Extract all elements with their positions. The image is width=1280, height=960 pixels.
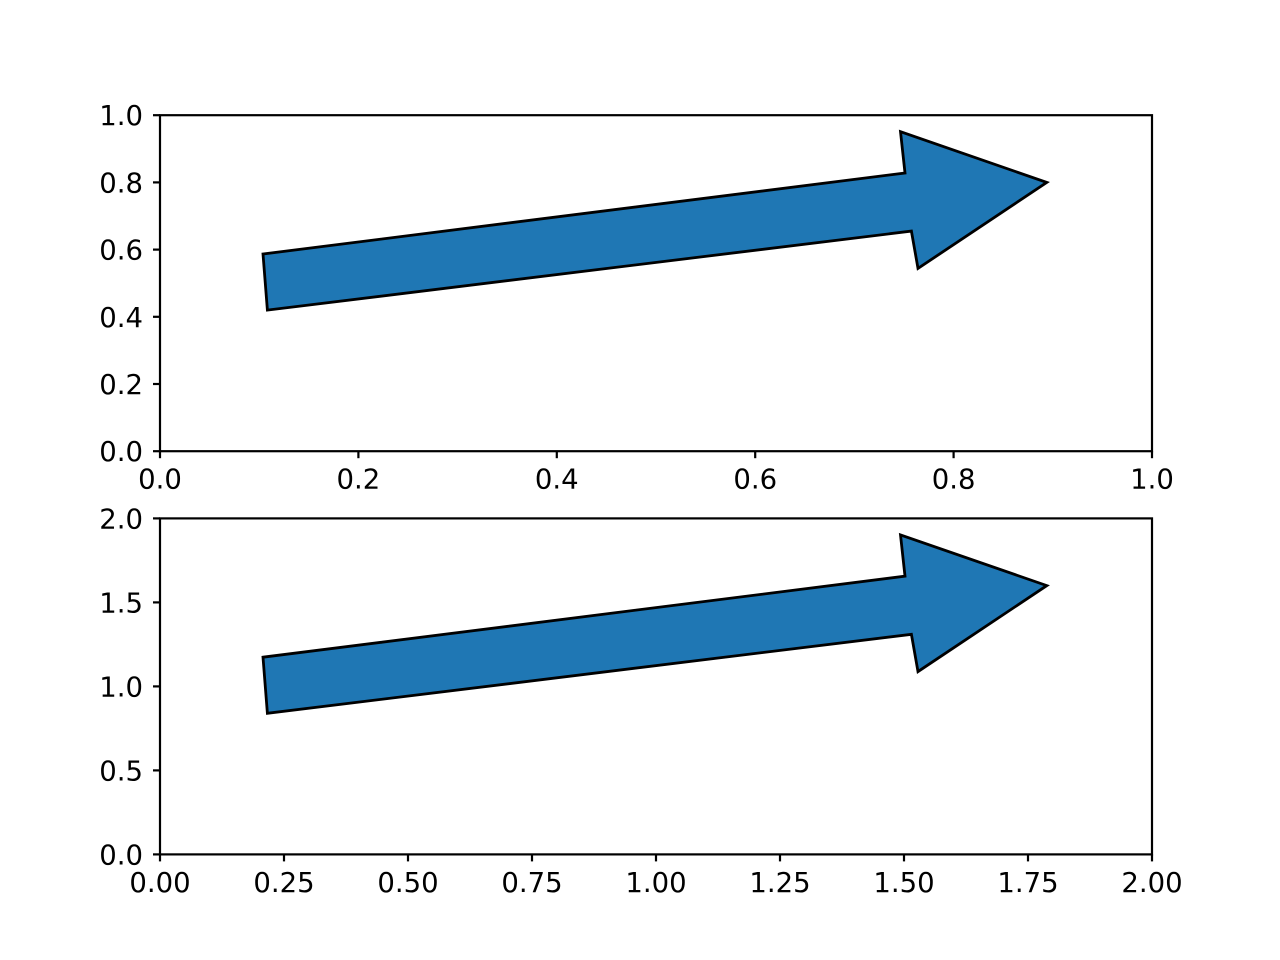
y-tick-label: 0.5 (99, 755, 143, 787)
x-tick-label: 0.0 (138, 464, 182, 496)
x-tick-label: 0.25 (253, 867, 314, 899)
y-tick-label: 0.4 (99, 302, 143, 334)
y-tick-label: 0.0 (99, 839, 143, 871)
x-tick-label: 1.50 (873, 867, 934, 899)
y-tick-label: 0.6 (99, 235, 143, 267)
y-tick-label: 1.0 (99, 671, 143, 703)
y-tick-label: 0.2 (99, 369, 143, 401)
arrow-patch (261, 129, 1050, 312)
x-tick-label: 1.00 (625, 867, 686, 899)
subplot-bottom: 0.00 0.25 0.50 0.75 1.00 1.25 1.50 1.75 2.00 0.0 0… (99, 503, 1182, 899)
x-tick-label: 1.0 (1130, 464, 1174, 496)
axes-border (158, 114, 1154, 453)
subplot-top: 0.0 0.2 0.4 0.6 0.8 1.0 0.0 0.2 0.4 0.6 0.8 1.0 (99, 100, 1174, 496)
x-tick-label: 0.8 (932, 464, 976, 496)
y-tick-label: 2.0 (99, 503, 143, 535)
x-tick-label: 0.50 (377, 867, 438, 899)
x-tick-label: 2.00 (1121, 867, 1182, 899)
x-tick-label: 0.00 (129, 867, 190, 899)
y-tick-label: 1.0 (99, 100, 143, 132)
x-tick-label: 0.75 (501, 867, 562, 899)
arrow-patch (261, 532, 1050, 715)
x-tick-label: 0.6 (733, 464, 777, 496)
x-tick-label: 1.25 (749, 867, 810, 899)
x-tick-label: 1.75 (997, 867, 1058, 899)
y-tick-label: 0.8 (99, 167, 143, 199)
y-tick-label: 0.0 (99, 436, 143, 468)
y-tick-label: 1.5 (99, 587, 143, 619)
x-tick-label: 0.2 (337, 464, 381, 496)
x-tick-label: 0.4 (535, 464, 579, 496)
